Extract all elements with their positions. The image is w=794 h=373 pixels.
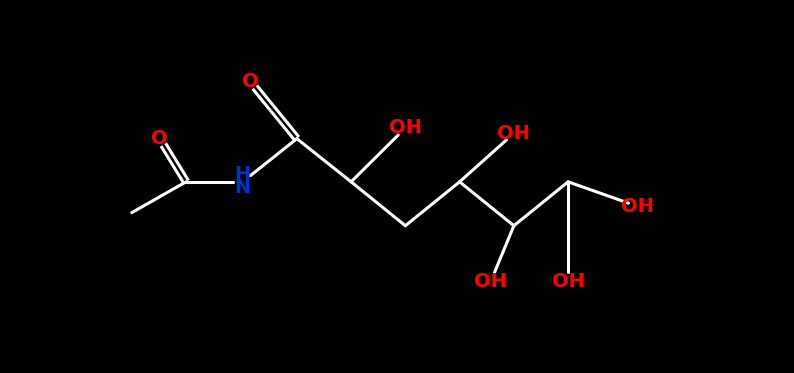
Text: N: N (234, 178, 251, 197)
Text: O: O (152, 129, 168, 148)
Text: OH: OH (389, 118, 422, 137)
Text: OH: OH (622, 197, 654, 216)
Text: OH: OH (552, 272, 584, 291)
Text: OH: OH (497, 124, 530, 143)
Text: O: O (242, 72, 259, 91)
Text: OH: OH (474, 272, 507, 291)
Text: H: H (234, 164, 251, 184)
